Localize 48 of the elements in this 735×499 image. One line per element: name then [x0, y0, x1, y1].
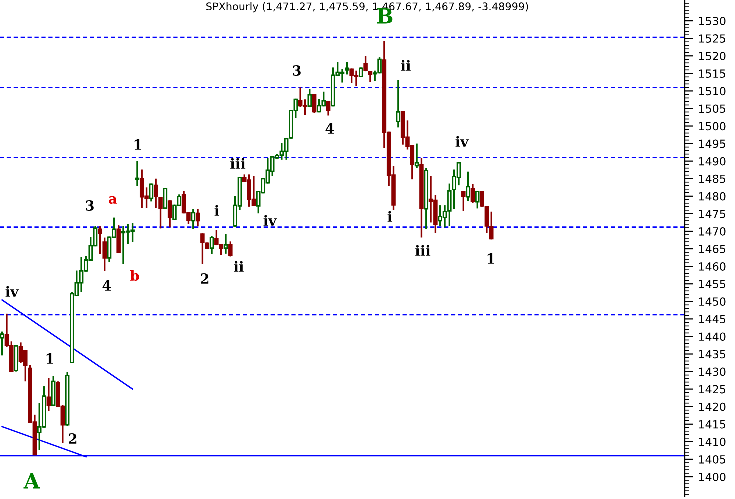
y-tick-label: 1455: [699, 280, 726, 288]
annotation: iv: [456, 136, 470, 147]
annotation: 2: [201, 274, 209, 284]
annotation: 3: [86, 200, 94, 212]
y-tick-label: 1435: [699, 350, 726, 359]
y-tick-label: 1440: [699, 332, 726, 342]
annotation: iv: [264, 215, 278, 226]
annotation: 1: [46, 354, 54, 364]
annotation: i: [388, 211, 392, 222]
annotation: 4: [326, 124, 334, 134]
annotation: b: [130, 270, 140, 282]
y-tick-label: 1500: [699, 122, 726, 131]
y-tick-label: 1430: [699, 368, 726, 376]
y-tick-label: 1475: [699, 210, 726, 218]
y-tick-label: 1470: [699, 227, 726, 236]
annotation: 3: [293, 66, 301, 76]
y-tick-label: 1515: [699, 70, 726, 78]
y-tick-label: 1410: [699, 438, 726, 446]
annotation: ii: [401, 60, 411, 71]
y-tick-label: 1490: [699, 157, 726, 166]
annotation: 1: [134, 140, 142, 150]
annotation: iii: [230, 158, 246, 169]
y-tick-label: 1485: [699, 174, 726, 184]
y-tick-label: 1415: [699, 420, 726, 429]
annotation: iii: [416, 245, 431, 256]
y-tick-label: 1405: [699, 455, 726, 464]
y-tick-label: 1450: [699, 298, 726, 306]
annotation: 2: [69, 434, 77, 444]
annotation: ii: [234, 261, 244, 272]
y-tick-label: 1460: [699, 262, 726, 271]
y-tick-label: 1520: [699, 52, 726, 60]
y-tick-label: 1420: [699, 402, 726, 412]
annotation: A: [24, 474, 40, 489]
y-tick-label: 1510: [699, 87, 726, 96]
y-tick-label: 1400: [699, 472, 726, 482]
y-tick-label: 1480: [699, 192, 726, 201]
y-tick-label: 1495: [699, 140, 726, 148]
annotation: 1: [488, 254, 494, 264]
annotation: iv: [6, 286, 20, 297]
annotation: a: [109, 196, 118, 204]
y-tick-label: 1425: [699, 385, 726, 394]
y-tick-label: 1445: [699, 315, 726, 324]
y-tick-label: 1525: [699, 34, 726, 43]
y-tick-label: 1465: [699, 245, 726, 254]
y-tick-label: 1530: [699, 17, 726, 26]
annotation: 4: [102, 280, 112, 291]
y-tick-label: 1505: [699, 104, 726, 114]
annotation: i: [214, 205, 220, 216]
